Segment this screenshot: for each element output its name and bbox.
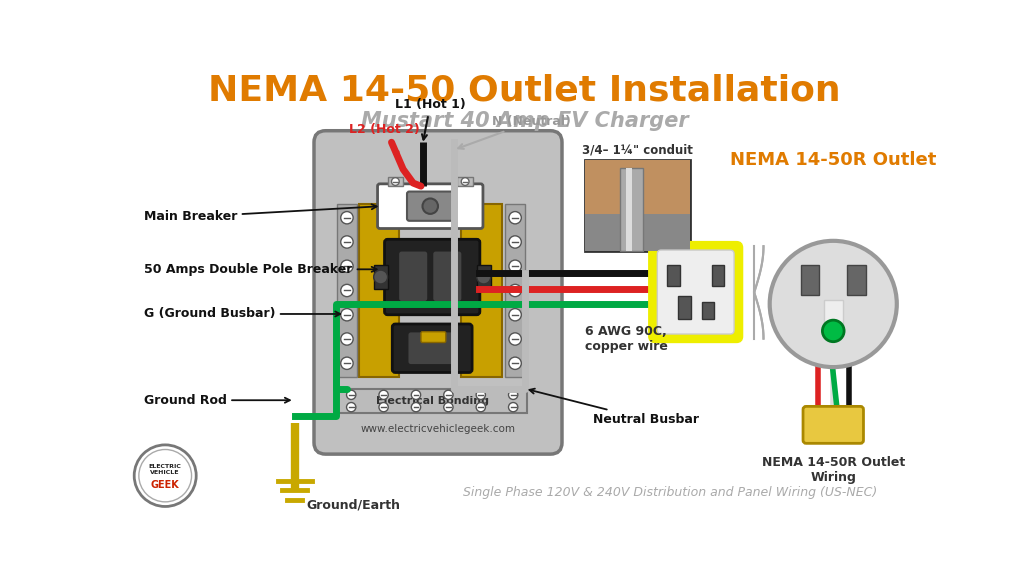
Bar (626, 168, 632, 251)
Circle shape (341, 309, 353, 321)
Text: GEEK: GEEK (151, 480, 179, 490)
Circle shape (822, 320, 844, 342)
Circle shape (341, 260, 353, 272)
Bar (586, 160, 690, 214)
Bar (678, 296, 690, 319)
Text: Ground Rod: Ground Rod (143, 394, 290, 407)
Text: L2 (Hot 2): L2 (Hot 2) (349, 123, 420, 157)
FancyBboxPatch shape (421, 332, 445, 343)
Bar (586, 214, 690, 251)
Bar (824, 300, 843, 329)
Circle shape (412, 390, 421, 399)
Text: G (Ground Busbar): G (Ground Busbar) (143, 308, 340, 320)
Circle shape (134, 445, 197, 506)
Circle shape (379, 403, 388, 412)
Text: NEMA 14-50R Outlet
Wiring: NEMA 14-50R Outlet Wiring (762, 456, 905, 484)
Text: Main Breaker: Main Breaker (143, 204, 377, 223)
Circle shape (461, 177, 469, 185)
FancyBboxPatch shape (432, 251, 462, 302)
Text: NEMA 14-50 Outlet Installation: NEMA 14-50 Outlet Installation (209, 74, 841, 108)
Bar (458, 177, 473, 186)
Text: www.electricvehiclegeek.com: www.electricvehiclegeek.com (360, 424, 515, 434)
Bar (388, 177, 403, 186)
FancyBboxPatch shape (407, 192, 455, 221)
Circle shape (509, 403, 518, 412)
Text: 6 AWG 90C,
copper wire: 6 AWG 90C, copper wire (586, 325, 668, 353)
Bar (359, 204, 399, 377)
Circle shape (346, 390, 356, 399)
Bar (374, 266, 388, 289)
Text: Ground/Earth: Ground/Earth (306, 498, 400, 511)
Bar (506, 204, 524, 377)
Bar (477, 266, 490, 289)
Circle shape (412, 403, 421, 412)
Circle shape (341, 285, 353, 297)
Text: Mustart 40 Amp EV Charger: Mustart 40 Amp EV Charger (361, 112, 688, 131)
Circle shape (509, 236, 521, 248)
Text: NEMA 14-50R Outlet: NEMA 14-50R Outlet (730, 151, 936, 169)
FancyBboxPatch shape (649, 241, 742, 343)
Text: Single Phase 120V & 240V Distribution and Panel Wiring (US-NEC): Single Phase 120V & 240V Distribution an… (464, 486, 878, 499)
Bar (621, 168, 643, 251)
Circle shape (346, 403, 356, 412)
Bar (337, 204, 356, 377)
Bar (801, 266, 819, 295)
Circle shape (509, 309, 521, 321)
FancyBboxPatch shape (385, 239, 480, 314)
Bar (586, 160, 690, 251)
Text: N (Neutral): N (Neutral) (459, 115, 571, 149)
FancyBboxPatch shape (398, 251, 428, 302)
Bar (668, 265, 680, 286)
FancyBboxPatch shape (803, 407, 863, 444)
Bar (712, 265, 724, 286)
FancyBboxPatch shape (392, 324, 472, 373)
FancyBboxPatch shape (657, 250, 734, 334)
Bar (461, 204, 502, 377)
Bar (847, 266, 866, 295)
Circle shape (509, 333, 521, 345)
Text: 3/4– 1¼" conduit: 3/4– 1¼" conduit (582, 143, 693, 156)
Circle shape (509, 260, 521, 272)
FancyBboxPatch shape (408, 332, 457, 365)
Circle shape (476, 390, 485, 399)
Circle shape (443, 390, 453, 399)
Text: Electrical Bonding: Electrical Bonding (376, 396, 488, 406)
Circle shape (391, 177, 399, 185)
Circle shape (379, 390, 388, 399)
Circle shape (770, 241, 897, 367)
FancyBboxPatch shape (314, 131, 562, 454)
Circle shape (341, 236, 353, 248)
Text: L1 (Hot 1): L1 (Hot 1) (395, 98, 466, 139)
Circle shape (341, 357, 353, 369)
Circle shape (476, 403, 485, 412)
Circle shape (341, 211, 353, 224)
Circle shape (509, 211, 521, 224)
Circle shape (509, 357, 521, 369)
Bar (701, 302, 714, 319)
Circle shape (477, 270, 490, 284)
Text: ELECTRIC
VEHICLE: ELECTRIC VEHICLE (148, 464, 181, 475)
Circle shape (423, 199, 438, 214)
Circle shape (509, 285, 521, 297)
Bar (337, 389, 527, 414)
Circle shape (443, 403, 453, 412)
Circle shape (509, 390, 518, 399)
Circle shape (374, 270, 388, 284)
Circle shape (341, 333, 353, 345)
FancyBboxPatch shape (378, 184, 483, 229)
Text: Neutral Busbar: Neutral Busbar (529, 389, 699, 426)
Text: 50 Amps Double Pole Breaker: 50 Amps Double Pole Breaker (143, 263, 377, 276)
